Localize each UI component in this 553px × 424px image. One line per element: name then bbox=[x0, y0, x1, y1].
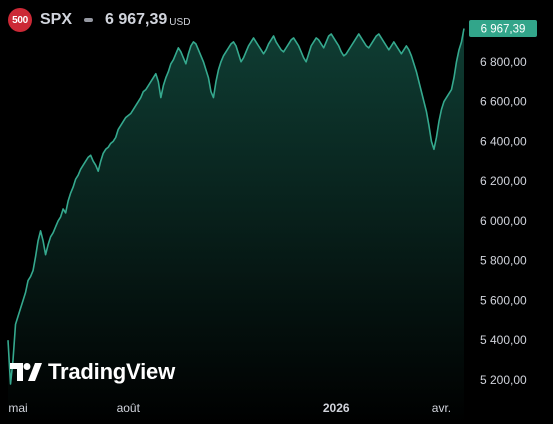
x-tick-label: 2026 bbox=[323, 401, 350, 415]
y-tick-label: 5 200,00 bbox=[480, 373, 527, 387]
x-axis[interactable]: mai août 2026 avr. bbox=[8, 401, 451, 415]
last-price-label: 6 967,39 bbox=[469, 20, 537, 37]
dash-separator bbox=[84, 18, 94, 22]
symbol-name[interactable]: SPX bbox=[40, 11, 73, 28]
sp500-badge-icon: 500 bbox=[8, 8, 32, 32]
y-tick-label: 5 800,00 bbox=[480, 254, 527, 268]
tradingview-logo-text: TradingView bbox=[48, 359, 175, 384]
last-price-background bbox=[469, 20, 537, 37]
currency-label: USD bbox=[169, 17, 191, 28]
y-tick-label: 6 600,00 bbox=[480, 95, 527, 109]
x-tick-label: mai bbox=[8, 401, 27, 415]
y-tick-label: 5 600,00 bbox=[480, 293, 527, 307]
y-tick-label: 6 800,00 bbox=[480, 55, 527, 69]
y-tick-label: 6 000,00 bbox=[480, 214, 527, 228]
price-area-fill bbox=[8, 28, 464, 424]
tradingview-logo-icon bbox=[10, 363, 42, 381]
price-line bbox=[7, 28, 465, 385]
x-tick-label: avr. bbox=[432, 401, 451, 415]
x-tick-label: août bbox=[117, 401, 141, 415]
y-axis[interactable]: 5 200,00 5 400,00 5 600,00 5 800,00 6 000,00… bbox=[480, 55, 527, 387]
symbol-header: 500 SPX 6 967,39 USD bbox=[8, 7, 190, 33]
tradingview-logo[interactable]: TradingView bbox=[10, 359, 175, 385]
y-tick-label: 5 400,00 bbox=[480, 333, 527, 347]
last-price-value: 6 967,39 bbox=[481, 24, 526, 36]
current-price: 6 967,39 bbox=[105, 11, 168, 28]
y-tick-label: 6 400,00 bbox=[480, 134, 527, 148]
y-tick-label: 6 200,00 bbox=[480, 174, 527, 188]
